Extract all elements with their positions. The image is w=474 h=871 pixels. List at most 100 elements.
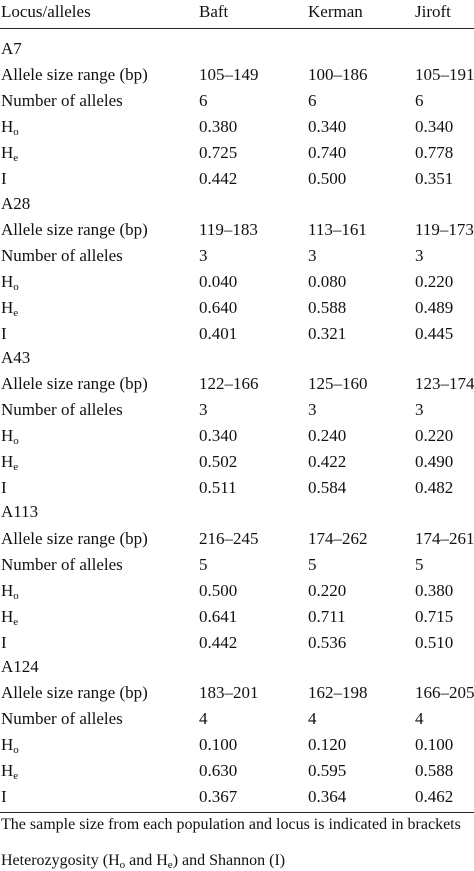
cell-baft: 0.100 — [199, 735, 238, 754]
cell-baft: 0.040 — [199, 272, 238, 291]
locus-a113-heading: A113 — [0, 499, 474, 525]
label-sub: e — [13, 461, 19, 473]
cell-jiroft: 0.340 — [415, 117, 454, 136]
cell-baft: 0.500 — [199, 581, 238, 600]
row-label: Number of alleles — [1, 91, 123, 110]
label-sub: o — [13, 435, 19, 447]
cell-jiroft: 0.588 — [415, 761, 454, 780]
row-label: Number of alleles — [1, 709, 123, 728]
label-h: H — [1, 452, 14, 471]
cell-baft: 183–201 — [199, 683, 259, 702]
footnote-text: ) and Shannon (I) — [172, 852, 286, 869]
cell-baft: 0.442 — [199, 169, 238, 188]
cell-kerman: 0.536 — [308, 633, 347, 652]
row-label: I — [1, 633, 7, 652]
cell-kerman: 3 — [308, 246, 317, 265]
locus-a7-heading: A7 — [0, 36, 474, 62]
table-row: Allele size range (bp) 216–245 174–262 1… — [0, 526, 474, 552]
table-row: He 0.725 0.740 0.778 — [0, 140, 474, 166]
cell-jiroft: 123–174 — [415, 374, 474, 393]
cell-kerman: 0.340 — [308, 117, 347, 136]
label-h: H — [1, 272, 14, 291]
locus-a43-heading: A43 — [0, 345, 474, 371]
table-row: Number of alleles 4 4 4 — [0, 706, 474, 732]
header-kerman: Kerman — [308, 2, 363, 21]
table-row: Ho 0.340 0.240 0.220 — [0, 423, 474, 449]
cell-jiroft: 0.482 — [415, 478, 454, 497]
cell-jiroft: 0.220 — [415, 426, 454, 445]
locus-a28-heading: A28 — [0, 191, 474, 217]
row-label: Allele size range (bp) — [1, 65, 148, 84]
cell-baft: 0.511 — [199, 478, 237, 497]
cell-kerman: 0.588 — [308, 298, 347, 317]
table-row: He 0.502 0.422 0.490 — [0, 449, 474, 475]
cell-jiroft: 4 — [415, 709, 424, 728]
footnote-heterozygosity: Heterozygosity (Ho and He) and Shannon (… — [1, 852, 473, 871]
table-row: He 0.630 0.595 0.588 — [0, 758, 474, 784]
row-label-ho: Ho — [1, 581, 19, 602]
cell-kerman: 0.584 — [308, 478, 347, 497]
cell-jiroft: 3 — [415, 400, 424, 419]
row-label: Number of alleles — [1, 246, 123, 265]
table-row: Allele size range (bp) 119–183 113–161 1… — [0, 217, 474, 243]
label-sub: e — [13, 770, 19, 782]
cell-baft: 6 — [199, 91, 208, 110]
cell-jiroft: 5 — [415, 555, 424, 574]
row-label-he: He — [1, 298, 18, 319]
table-header: Locus/alleles Baft Kerman Jiroft — [0, 0, 474, 41]
label-h: H — [1, 298, 14, 317]
footnote-text: Heterozygosity (H — [1, 852, 120, 869]
footnote-sub: e — [167, 859, 173, 871]
cell-jiroft: 0.380 — [415, 581, 454, 600]
locus-name: A43 — [1, 348, 31, 367]
cell-kerman: 5 — [308, 555, 317, 574]
locus-name: A28 — [1, 194, 31, 213]
row-label: Allele size range (bp) — [1, 374, 148, 393]
cell-kerman: 0.500 — [308, 169, 347, 188]
cell-jiroft: 119–173 — [415, 220, 474, 239]
cell-kerman: 0.364 — [308, 787, 347, 806]
locus-a124-heading: A124 — [0, 654, 474, 680]
table-row: Allele size range (bp) 183–201 162–198 1… — [0, 680, 474, 706]
row-label: Number of alleles — [1, 400, 123, 419]
cell-jiroft: 3 — [415, 246, 424, 265]
footnote-sample-size: The sample size from each population and… — [1, 816, 461, 833]
cell-kerman: 0.240 — [308, 426, 347, 445]
label-h: H — [1, 426, 14, 445]
cell-baft: 105–149 — [199, 65, 259, 84]
header-jiroft: Jiroft — [415, 2, 451, 21]
cell-jiroft: 0.715 — [415, 607, 454, 626]
footnote-sub: o — [119, 859, 126, 871]
table-row: Number of alleles 3 3 3 — [0, 397, 474, 423]
table-row: Number of alleles 5 5 5 — [0, 552, 474, 578]
cell-baft: 0.442 — [199, 633, 238, 652]
cell-jiroft: 174–261 — [415, 529, 474, 548]
table-row: He 0.641 0.711 0.715 — [0, 604, 474, 630]
label-h: H — [1, 117, 14, 136]
table-row: Ho 0.040 0.080 0.220 — [0, 269, 474, 295]
cell-baft: 0.401 — [199, 324, 238, 343]
row-label: Number of alleles — [1, 555, 123, 574]
label-h: H — [1, 607, 14, 626]
cell-baft: 122–166 — [199, 374, 259, 393]
table-row: I 0.442 0.536 0.510 — [0, 630, 474, 656]
header-rule — [0, 28, 474, 29]
cell-kerman: 0.220 — [308, 581, 347, 600]
cell-kerman: 0.595 — [308, 761, 347, 780]
cell-baft: 4 — [199, 709, 208, 728]
label-sub: o — [13, 126, 19, 138]
row-label-he: He — [1, 452, 19, 473]
cell-kerman: 4 — [308, 709, 317, 728]
label-h: H — [1, 761, 14, 780]
cell-baft: 0.630 — [199, 761, 238, 780]
cell-jiroft: 0.220 — [415, 272, 454, 291]
cell-kerman: 0.422 — [308, 452, 347, 471]
row-label: Allele size range (bp) — [1, 529, 148, 548]
table-row: I 0.511 0.584 0.482 — [0, 475, 474, 501]
cell-jiroft: 0.351 — [415, 169, 454, 188]
cell-jiroft: 0.445 — [415, 324, 454, 343]
row-label-he: He — [1, 143, 18, 164]
cell-kerman: 0.120 — [308, 735, 347, 754]
row-label: Allele size range (bp) — [1, 220, 148, 239]
row-label: I — [1, 169, 7, 188]
